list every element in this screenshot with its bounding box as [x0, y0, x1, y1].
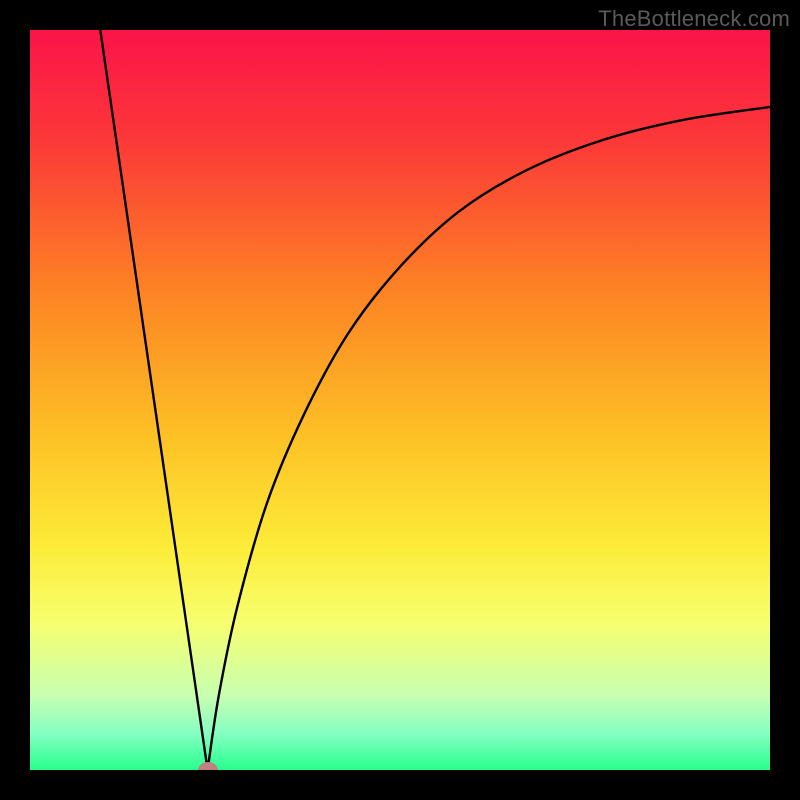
plot-background [30, 30, 770, 770]
plot-svg [30, 30, 770, 770]
watermark-text: TheBottleneck.com [598, 6, 790, 32]
chart-container: TheBottleneck.com [0, 0, 800, 800]
plot-frame [30, 30, 770, 770]
